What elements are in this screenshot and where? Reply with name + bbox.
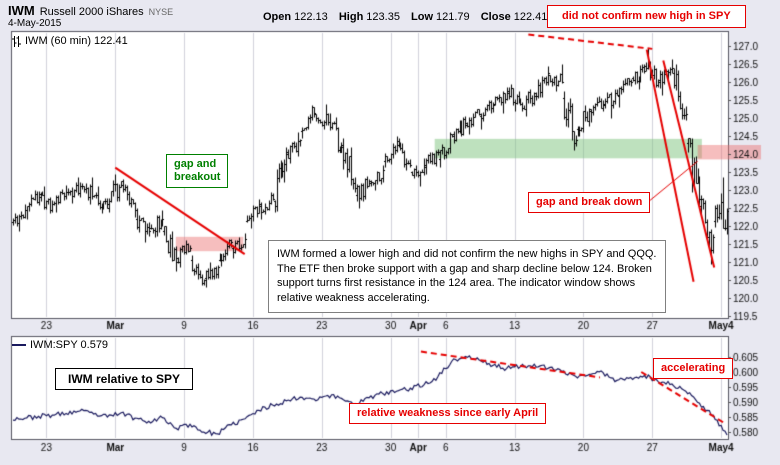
- ratio-panel-legend: IWM:SPY 0.579: [12, 339, 108, 351]
- annotation-commentary: IWM formed a lower high and did not conf…: [268, 240, 666, 313]
- close-value: 122.41: [513, 11, 548, 23]
- annotation-relative-title: IWM relative to SPY: [55, 368, 194, 391]
- open-label: Open: [263, 11, 292, 23]
- low-label: Low: [411, 11, 434, 23]
- annotation-no-confirm: did not confirm new high in SPY: [547, 5, 746, 29]
- annotation-gap-breakout: gap and breakout: [166, 154, 228, 189]
- ohlc-style-icon: [12, 35, 21, 47]
- high-label: High: [338, 11, 364, 23]
- chart-header: IWM Russell 2000 iShares NYSE: [8, 2, 173, 20]
- annotation-accelerating: accelerating: [653, 358, 734, 380]
- high-value: 123.35: [366, 11, 400, 23]
- ratio-line-swatch: [12, 344, 26, 346]
- low-value: 121.79: [436, 11, 470, 23]
- annotation-relative-weakness: relative weakness since early April: [349, 403, 547, 425]
- ohlc-quote-row: Open 122.13 High 123.35 Low 121.79 Close 122…: [263, 11, 547, 23]
- open-value: 122.13: [294, 11, 328, 23]
- chart-date: 4-May-2015: [8, 18, 62, 29]
- ratio-legend-label: IWM:SPY 0.579: [30, 339, 109, 351]
- annotation-gap-breakdown: gap and break down: [528, 192, 651, 214]
- ticker-symbol: IWM: [8, 3, 35, 18]
- close-label: Close: [480, 11, 511, 23]
- price-panel-legend: IWM (60 min) 122.41: [12, 35, 128, 47]
- exchange-label: NYSE: [148, 7, 174, 17]
- price-legend-label: IWM (60 min) 122.41: [25, 35, 128, 47]
- security-name: Russell 2000 iShares: [39, 6, 144, 18]
